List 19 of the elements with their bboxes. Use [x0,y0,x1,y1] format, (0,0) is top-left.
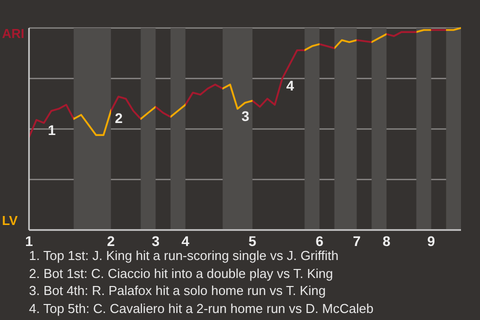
annotation: 4 [286,78,294,94]
x-tick-label: 6 [316,233,324,249]
annotation: 1 [48,122,56,138]
x-tick-label: 8 [382,233,391,249]
text: 2. Bot 1st: C. Ciaccio hit into a double play vs T. King [29,264,334,282]
x-tick-label: 5 [248,233,257,249]
x-tick-label: 4 [182,233,190,249]
x-tick-label: 1 [25,233,34,249]
x-tick-label: 7 [352,233,361,249]
text: 4. Top 5th: C. Cavaliero hit a 2-run home run vs D. McCaleb [29,300,374,317]
annotation: 3 [242,108,250,124]
text: LV [2,213,18,228]
text: ARI [2,26,24,41]
x-tick-label: 2 [107,233,116,249]
text: 1. Top 1st: J. King hit a run-scoring single vs J. Griffith [29,248,338,263]
x-tick-label: 9 [427,233,436,249]
x-tick-label: 3 [152,233,160,249]
annotation: 2 [114,110,123,126]
text: 3. Bot 4th: R. Palafox hit a solo home run vs T. King [29,282,327,300]
